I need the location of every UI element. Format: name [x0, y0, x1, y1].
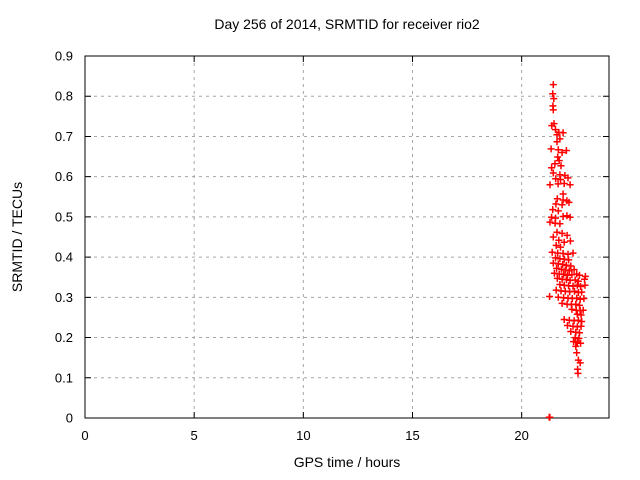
x-tick-label: 10 [296, 428, 310, 443]
y-tick-label: 0.2 [55, 330, 73, 345]
y-tick-label: 0.8 [55, 89, 73, 104]
y-tick-label: 0.4 [55, 250, 73, 265]
y-axis-label-text: SRMTID / TECUs [9, 181, 25, 293]
y-tick-label: 0.6 [55, 169, 73, 184]
chart-title: Day 256 of 2014, SRMTID for receiver rio… [214, 16, 480, 32]
y-tick-label: 0.7 [55, 129, 73, 144]
y-tick-label: 0.3 [55, 290, 73, 305]
x-tick-label: 20 [514, 428, 528, 443]
plot-border [84, 55, 610, 419]
grid-lines [87, 58, 607, 416]
x-tick-label: 0 [81, 428, 88, 443]
y-tick-label: 0.9 [55, 49, 73, 64]
x-tick-label: 15 [405, 428, 419, 443]
x-tick-label: 5 [191, 428, 198, 443]
y-tick-label: 0.5 [55, 209, 73, 224]
y-tick-label: 0.1 [55, 370, 73, 385]
tick-marks [84, 55, 609, 419]
y-tick-label: 0 [66, 411, 73, 426]
x-axis-label: GPS time / hours [293, 454, 401, 470]
scatter-points [545, 81, 589, 421]
